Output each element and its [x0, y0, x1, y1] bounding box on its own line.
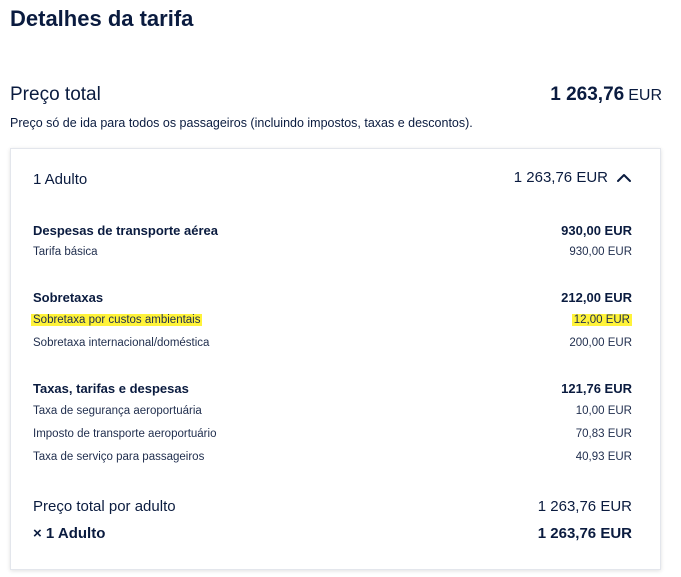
group-row-surcharges: Sobretaxas 212,00 EUR	[33, 290, 632, 305]
passenger-accordion-header[interactable]: 1 Adulto 1 263,76 EUR	[11, 149, 660, 209]
line-item-label: Imposto de transporte aeroportuário	[33, 428, 217, 440]
line-item-row: Tarifa básica 930,00 EUR	[33, 246, 632, 258]
total-price-amount: 1 263,76	[550, 84, 625, 105]
multiplier-amount: 1 263,76 EUR	[537, 525, 632, 542]
fare-breakdown-card: 1 Adulto 1 263,76 EUR Despesas de transp…	[10, 148, 661, 570]
chevron-up-icon[interactable]	[616, 170, 632, 186]
line-item-amount: 12,00 EUR	[571, 314, 632, 326]
group-amount: 212,00 EUR	[561, 290, 632, 305]
line-item-amount: 70,83 EUR	[575, 428, 632, 440]
group-title: Sobretaxas	[33, 290, 104, 305]
line-item-amount: 200,00 EUR	[569, 337, 632, 349]
line-item-row: Taxa de segurança aeroportuária 10,00 EU…	[33, 405, 632, 417]
group-amount: 930,00 EUR	[561, 223, 632, 238]
line-item-label: Sobretaxa internacional/doméstica	[33, 337, 210, 349]
line-item-amount: 930,00 EUR	[569, 246, 632, 258]
passenger-amount: 1 263,76 EUR	[513, 169, 608, 186]
group-title: Taxas, tarifas e despesas	[33, 381, 189, 396]
total-price-currency: EUR	[628, 87, 662, 104]
multiplier-total-row: × 1 Adulto 1 263,76 EUR	[33, 525, 632, 542]
page-title: Detalhes da tarifa	[10, 6, 194, 31]
line-item-row: Sobretaxa internacional/doméstica 200,00…	[33, 337, 632, 349]
passenger-label: 1 Adulto	[33, 171, 88, 188]
group-title: Despesas de transporte aérea	[33, 223, 218, 238]
total-price-value: 1 263,76 EUR	[550, 84, 662, 106]
line-item-amount: 40,93 EUR	[575, 451, 632, 463]
per-adult-total-row: Preço total por adulto 1 263,76 EUR	[33, 498, 632, 515]
per-adult-amount: 1 263,76 EUR	[537, 498, 632, 515]
multiplier-label: × 1 Adulto	[33, 525, 106, 542]
line-item-label: Sobretaxa por custos ambientais	[31, 314, 203, 326]
total-price-label: Preço total	[10, 84, 101, 105]
line-item-row: Taxa de serviço para passageiros 40,93 E…	[33, 451, 632, 463]
line-item-amount: 10,00 EUR	[575, 405, 632, 417]
line-item-label: Taxa de segurança aeroportuária	[33, 405, 202, 417]
line-item-row-highlighted: Sobretaxa por custos ambientais 12,00 EU…	[31, 314, 632, 326]
group-amount: 121,76 EUR	[561, 381, 632, 396]
group-row-taxes-fees: Taxas, tarifas e despesas 121,76 EUR	[33, 381, 632, 396]
line-item-label: Tarifa básica	[33, 246, 98, 258]
group-row-air-transport: Despesas de transporte aérea 930,00 EUR	[33, 223, 632, 238]
total-price-note: Preço só de ida para todos os passageiro…	[10, 116, 473, 130]
line-item-row: Imposto de transporte aeroportuário 70,8…	[33, 428, 632, 440]
line-item-label: Taxa de serviço para passageiros	[33, 451, 205, 463]
per-adult-label: Preço total por adulto	[33, 498, 176, 515]
